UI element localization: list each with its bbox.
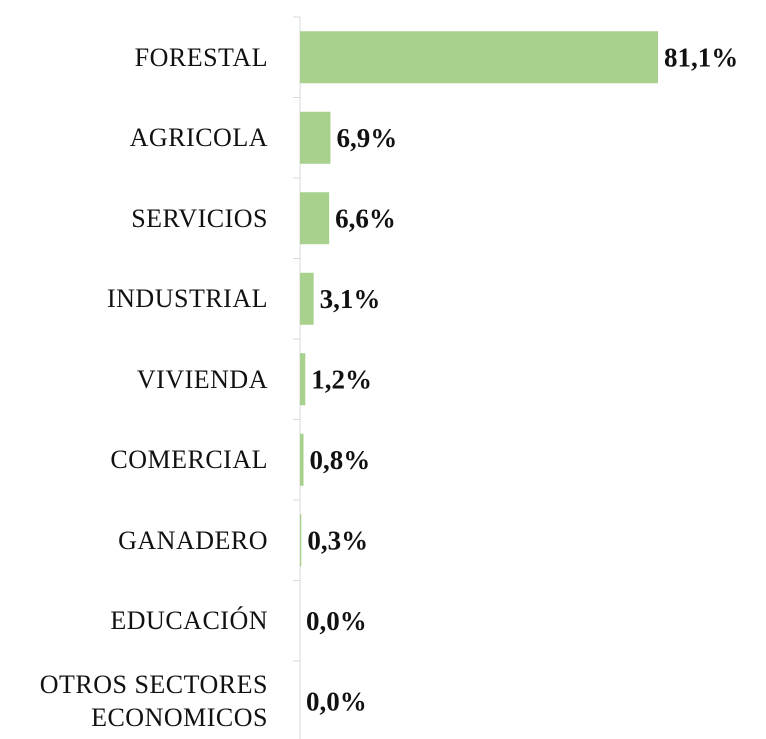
bar [300,433,304,486]
category-label: COMERCIAL [110,445,268,475]
value-label: 0,0% [306,686,367,716]
value-label: 81,1% [664,42,738,72]
value-label: 6,6% [335,203,396,233]
bar [300,192,330,245]
category-label: EDUCACIÓN [110,606,268,636]
category-label: FORESTAL [134,42,268,72]
category-label: GANADERO [118,525,268,555]
value-label: 0,8% [310,445,371,475]
value-label: 1,2% [311,364,372,394]
bar [300,111,331,164]
category-label: INDUSTRIAL [107,284,268,314]
category-label: VIVIENDA [136,364,268,394]
bar [300,514,302,567]
value-label: 3,1% [320,284,381,314]
bar [300,272,314,325]
bar [300,31,658,84]
category-label: OTROS SECTORES ECONOMICOS [39,670,268,733]
category-label: AGRICOLA [129,123,268,153]
value-label: 0,3% [307,525,368,555]
bar [300,353,306,406]
value-label: 0,0% [306,606,367,636]
category-label: SERVICIOS [131,203,268,233]
value-label: 6,9% [336,123,397,153]
